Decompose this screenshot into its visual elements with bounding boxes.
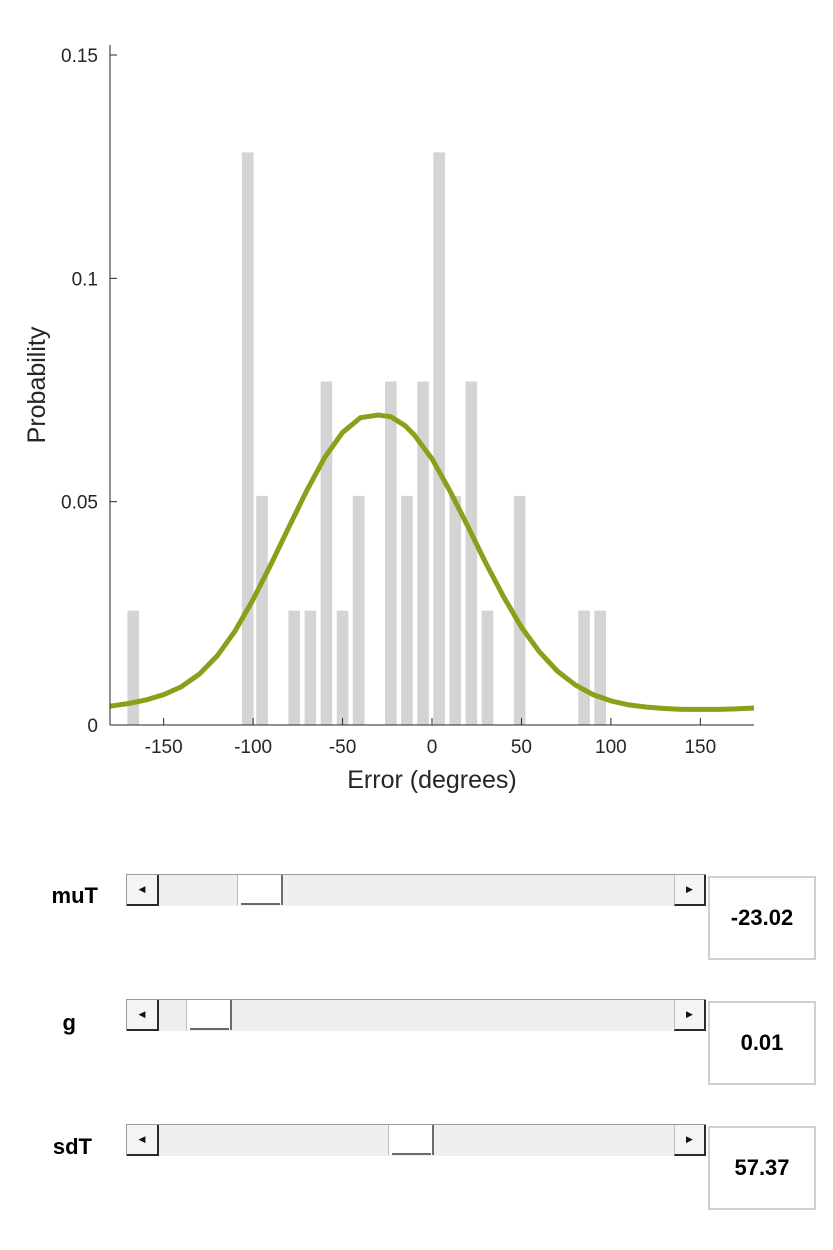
y-tick-label: 0	[87, 716, 98, 737]
x-tick-label: -150	[145, 737, 183, 758]
histogram-bar	[594, 611, 606, 725]
sdt-slider-thumb[interactable]	[388, 1125, 434, 1155]
mut-value-box: -23.02	[708, 876, 816, 960]
histogram-bar	[401, 496, 413, 725]
histogram-bar	[385, 382, 397, 725]
histogram-bar	[482, 611, 494, 725]
histogram-bar	[578, 611, 590, 725]
mut-slider-left-arrow-icon[interactable]: ◀	[127, 875, 159, 906]
y-ticks: 0 0.05 0.1 0.15	[61, 46, 117, 737]
sdt-label: sdT	[2, 1134, 92, 1160]
sdt-value-box: 57.37	[708, 1126, 816, 1210]
histogram-bar	[449, 496, 461, 725]
x-tick-label: 50	[511, 737, 532, 758]
x-axis-title: Error (degrees)	[347, 766, 517, 794]
histogram-bar	[353, 496, 365, 725]
histogram-bar	[433, 152, 445, 725]
mut-slider-right-arrow-icon[interactable]: ▶	[674, 875, 706, 906]
y-tick-label: 0.15	[61, 46, 98, 67]
x-tick-label: -50	[329, 737, 356, 758]
histogram-bar	[514, 496, 526, 725]
sdt-slider-left-arrow-icon[interactable]: ◀	[127, 1125, 159, 1156]
g-slider-left-arrow-icon[interactable]: ◀	[127, 1000, 159, 1031]
mut-label: muT	[8, 883, 98, 909]
x-tick-label: 100	[595, 737, 627, 758]
x-ticks: -150 -100 -50 0 50 100 150	[145, 718, 717, 758]
histogram-bar	[417, 382, 429, 725]
g-slider-right-arrow-icon[interactable]: ▶	[674, 1000, 706, 1031]
histogram-bar	[321, 382, 333, 725]
y-tick-label: 0.1	[72, 269, 98, 290]
g-value-box: 0.01	[708, 1001, 816, 1085]
x-tick-label: 150	[684, 737, 716, 758]
histogram-bar	[242, 152, 254, 725]
probability-chart: -150 -100 -50 0 50 100 150 0 0.05 0.1 0.15 Error …	[0, 0, 833, 820]
y-axis-title: Probability	[23, 326, 51, 443]
histogram-bar	[466, 382, 478, 725]
histogram-bars	[127, 152, 606, 725]
sdt-slider[interactable]: ◀ ▶	[126, 1124, 706, 1156]
x-tick-label: -100	[234, 737, 272, 758]
g-slider[interactable]: ◀ ▶	[126, 999, 706, 1031]
mut-slider[interactable]: ◀ ▶	[126, 874, 706, 906]
histogram-bar	[256, 496, 268, 725]
histogram-bar	[305, 611, 317, 725]
fit-curve-line	[110, 415, 754, 709]
mut-slider-thumb[interactable]	[237, 875, 283, 905]
sdt-slider-right-arrow-icon[interactable]: ▶	[674, 1125, 706, 1156]
histogram-bar	[127, 611, 139, 725]
histogram-bar	[337, 611, 349, 725]
g-label: g	[0, 1010, 76, 1036]
g-slider-thumb[interactable]	[186, 1000, 232, 1030]
histogram-bar	[288, 611, 300, 725]
y-tick-label: 0.05	[61, 493, 98, 514]
x-tick-label: 0	[427, 737, 438, 758]
